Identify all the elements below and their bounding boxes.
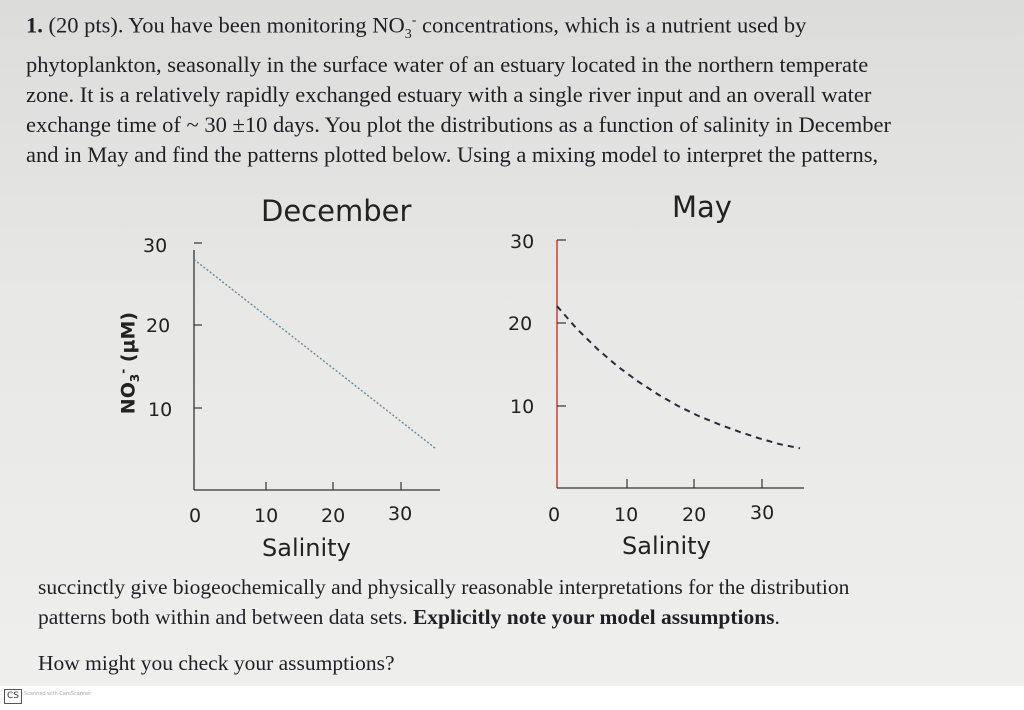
continuation-line-1: succinctly give biogeochemically and phy… bbox=[38, 575, 850, 599]
camscanner-text: Scanned with CamScanner bbox=[24, 691, 92, 697]
dec-series-line bbox=[193, 258, 437, 450]
dec-ytick-30: 30 bbox=[143, 235, 168, 257]
may-xaxis-title: Salinity bbox=[622, 532, 711, 560]
continuation-line-2a: patterns both within and between data se… bbox=[38, 605, 413, 629]
dec-xtick-0: 0 bbox=[189, 505, 202, 527]
continuation-text: succinctly give biogeochemically and phy… bbox=[38, 572, 998, 632]
camscanner-logo: CS bbox=[4, 689, 22, 704]
problem-line-1-text: You have been monitoring NO bbox=[128, 12, 405, 38]
may-xtick-30: 30 bbox=[750, 502, 775, 524]
problem-points: (20 pts). bbox=[48, 12, 124, 38]
dec-ytick-20: 20 bbox=[146, 315, 171, 337]
may-series-line bbox=[556, 305, 801, 450]
problem-line-1-text-b: concentrations, which is a nutrient used… bbox=[416, 12, 807, 38]
may-xtick-20: 20 bbox=[682, 504, 707, 526]
may-xtick-0: 0 bbox=[548, 504, 561, 526]
problem-line-4: exchange time of ~ 30 ±10 days. You plot… bbox=[26, 112, 891, 137]
problem-line-2: phytoplankton, seasonally in the surface… bbox=[26, 52, 869, 77]
problem-line-5: and in May and find the patterns plotted… bbox=[26, 142, 879, 167]
dec-xtick-10: 10 bbox=[254, 505, 279, 527]
assumption-question: How might you check your assumptions? bbox=[38, 651, 395, 675]
dec-xtick-30: 30 bbox=[388, 503, 413, 525]
may-chart-title: May bbox=[672, 190, 732, 224]
model-assumptions-emphasis: Explicitly note your model assumptions bbox=[412, 605, 775, 629]
dec-xaxis-title: Salinity bbox=[262, 534, 351, 562]
problem-statement: 1. (20 pts). You have been monitoring NO… bbox=[26, 6, 1016, 170]
may-ytick-20: 20 bbox=[508, 313, 533, 335]
continuation-line-2: patterns both within and between data se… bbox=[38, 602, 998, 632]
may-ytick-30: 30 bbox=[510, 231, 535, 253]
continuation-line-2c: . bbox=[774, 605, 780, 629]
december-chart-title: December bbox=[261, 194, 412, 228]
dec-xtick-20: 20 bbox=[321, 505, 346, 527]
dec-ytick-10: 10 bbox=[148, 399, 173, 421]
may-xtick-10: 10 bbox=[614, 504, 639, 526]
problem-line-1: 1. (20 pts). You have been monitoring NO… bbox=[26, 12, 807, 43]
scanner-footer: CS Scanned with CamScanner bbox=[0, 686, 1024, 710]
problem-line-3: zone. It is a relatively rapidly exchang… bbox=[26, 82, 872, 107]
problem-number: 1. bbox=[26, 12, 43, 38]
may-ytick-10: 10 bbox=[510, 396, 535, 418]
